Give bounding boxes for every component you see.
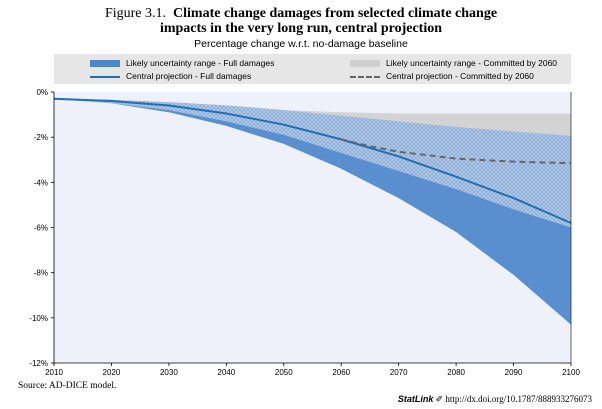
y-tick-label: -12% [29, 359, 48, 368]
source-note: Source: AD-DICE model. [18, 381, 117, 391]
y-tick-label: -6% [34, 224, 48, 233]
legend-item-band-full: Likely uncertainty range - Full damages [90, 57, 274, 69]
legend-swatch-line-full [90, 75, 120, 78]
legend-item-band-committed: Likely uncertainty range - Committed by … [350, 57, 557, 69]
figure-title-line-1: Figure 3.1. Climate change damages from … [0, 6, 602, 21]
legend-label-band-committed: Likely uncertainty range - Committed by … [386, 58, 558, 68]
x-tick-label: 2010 [45, 368, 63, 377]
y-tick-label: -2% [34, 133, 48, 142]
legend: Likely uncertainty range - Full damages … [54, 54, 571, 84]
x-tick-label: 2040 [217, 368, 235, 377]
figure-label: Figure 3.1. [104, 6, 167, 21]
band-committed-overlap [54, 98, 571, 228]
y-tick-label: 0% [36, 88, 48, 97]
figure-title-line-2: impacts in the very long run, central pr… [0, 21, 602, 36]
line-central-full [53, 97, 572, 224]
figure-title-2: impacts in the very long run, central pr… [159, 21, 443, 36]
y-tick-label: -4% [34, 178, 48, 187]
legend-swatch-band-committed [350, 60, 380, 68]
statlink-icon: ✐ [435, 394, 444, 404]
x-tick-label: 2030 [160, 368, 178, 377]
figure-subtitle: Percentage change w.r.t. no-damage basel… [194, 38, 408, 50]
x-tick-label: 2060 [332, 368, 350, 377]
band-committed-grey [54, 98, 571, 136]
legend-label-band-full: Likely uncertainty range - Full damages [126, 58, 275, 68]
x-tick-label: 2100 [562, 368, 580, 377]
x-tick-label: 2080 [447, 368, 465, 377]
line-central-committed [340, 138, 572, 165]
x-tick-label: 2070 [390, 368, 408, 377]
y-tick-label: -10% [29, 314, 48, 323]
statlink-brand: StatLink [397, 394, 434, 404]
x-tick-label: 2020 [103, 368, 121, 377]
legend-swatch-band-full [90, 60, 120, 68]
figure-title: Climate change damages from selected cli… [173, 6, 498, 21]
title-block: Figure 3.1. Climate change damages from … [0, 6, 602, 50]
y-tick-label: -8% [34, 269, 48, 278]
legend-label-line-committed: Central projection - Committed by 2060 [386, 71, 534, 81]
legend-item-line-full: Central projection - Full damages [90, 70, 251, 82]
statlink[interactable]: StatLink ✐ http://dx.doi.org/10.1787/888… [398, 394, 592, 405]
legend-swatch-line-committed [350, 75, 380, 78]
legend-label-line-full: Central projection - Full damages [126, 71, 252, 81]
x-tick-label: 2050 [275, 368, 293, 377]
statlink-url[interactable]: http://dx.doi.org/10.1787/888933276073 [445, 394, 592, 404]
x-tick-label: 2090 [505, 368, 523, 377]
legend-item-line-committed: Central projection - Committed by 2060 [350, 70, 534, 82]
